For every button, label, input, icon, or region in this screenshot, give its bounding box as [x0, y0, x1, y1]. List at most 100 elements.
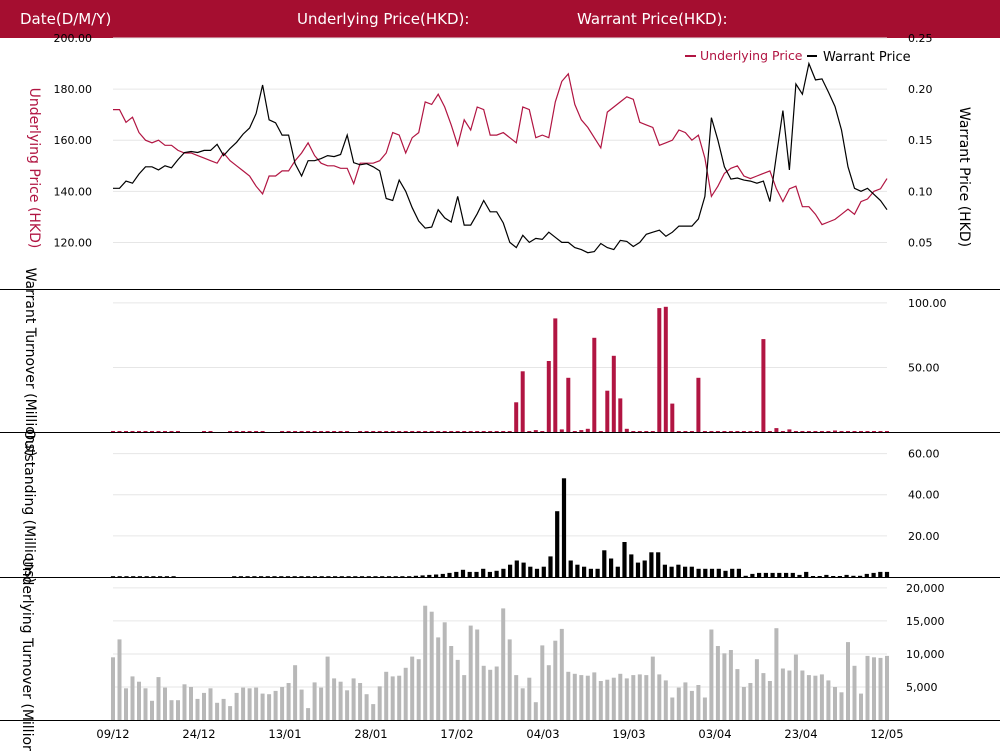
underlying-turnover-bar — [579, 675, 584, 720]
outstanding-bar — [528, 566, 533, 577]
outstanding-bar — [292, 576, 297, 577]
warrant-turnover-bar — [293, 431, 298, 432]
y-tick-right: 0.10 — [908, 185, 933, 198]
outstanding-bar — [171, 576, 176, 577]
underlying-turnover-bar — [501, 608, 506, 720]
warrant-turnover-bar — [559, 429, 564, 432]
warrant-turnover-bar — [150, 431, 154, 432]
y-tick-left: 120.00 — [54, 236, 93, 249]
warrant-turnover-bar — [377, 431, 382, 432]
underlying-turnover-bar — [885, 655, 889, 720]
outstanding-bar — [508, 564, 513, 577]
underlying-turnover-bar — [234, 692, 239, 720]
underlying-turnover-bar — [455, 659, 460, 720]
underlying-turnover-bar — [663, 680, 668, 720]
outstanding-bar — [481, 568, 486, 577]
warrant-turnover-bar — [299, 431, 304, 432]
outstanding-bar — [272, 576, 277, 577]
underlying-turnover-bar — [286, 683, 291, 720]
outstanding-bar — [723, 570, 728, 577]
warrant-turnover-bar — [722, 431, 727, 432]
underlying-turnover-bar — [163, 687, 167, 720]
outstanding-bar — [333, 576, 338, 577]
warrant-turnover-bar — [163, 431, 167, 432]
outstanding-bar — [884, 571, 890, 577]
underlying-turnover-bar — [150, 700, 154, 720]
underlying-turnover-bar — [618, 673, 623, 720]
underlying-turnover-bar — [312, 682, 317, 720]
warrant-turnover-bar — [130, 431, 135, 432]
underlying-turnover-bar — [715, 646, 720, 720]
y-tick-left: 200.00 — [54, 32, 93, 45]
outstanding-bar — [548, 556, 553, 577]
warrant-turnover-bar — [481, 431, 486, 432]
underlying-turnover-bar — [189, 687, 193, 720]
warrant-turnover-bar — [137, 431, 141, 432]
underlying-turnover-bar — [176, 700, 180, 720]
warrant-turnover-bar — [208, 431, 213, 432]
warrant-turnover-bar — [833, 430, 837, 432]
outstanding-bar — [151, 576, 156, 577]
ylabel-outstanding: Outstanding (Millions) — [21, 429, 37, 583]
warrant-turnover-bar — [572, 431, 577, 432]
outstanding-bar — [521, 562, 526, 577]
underlying-turnover-bar — [280, 687, 285, 720]
warrant-turnover-bar — [826, 431, 831, 432]
underlying-turnover-bar — [358, 683, 363, 720]
underlying-turnover-bar — [202, 692, 206, 720]
warrant-turnover-bar — [767, 431, 772, 432]
chart-marks — [110, 61, 890, 720]
outstanding-bar — [434, 574, 439, 577]
underlying-turnover-bar — [748, 683, 753, 720]
warrant-turnover-bar — [566, 377, 571, 432]
outstanding-bar — [568, 560, 573, 577]
underlying-turnover-bar — [156, 677, 161, 720]
warrant-price-line — [113, 61, 888, 254]
warrant-turnover-bar — [637, 431, 642, 432]
warrant-turnover-bar — [728, 431, 733, 432]
outstanding-bar — [326, 576, 331, 577]
outstanding-bar — [743, 575, 748, 577]
outstanding-bar — [252, 576, 257, 577]
outstanding-bar — [131, 576, 136, 577]
warrant-turnover-bar — [345, 431, 350, 432]
outstanding-bar — [238, 576, 243, 577]
underlying-turnover-bar — [423, 605, 428, 720]
outstanding-bar — [440, 573, 445, 577]
warrant-turnover-bar — [709, 431, 714, 432]
outstanding-bar — [393, 576, 398, 577]
outstanding-bar — [534, 568, 540, 577]
outstanding-bar — [797, 574, 802, 577]
warrant-turnover-bar — [488, 431, 493, 432]
underlying-turnover-bar — [338, 681, 343, 720]
underlying-turnover-bar — [774, 628, 779, 720]
warrant-turnover-bar — [325, 431, 330, 432]
underlying-turnover-bar — [397, 675, 402, 720]
x-tick-label: 17/02 — [440, 727, 473, 741]
underlying-turnover-bar — [637, 674, 642, 720]
underlying-turnover-bar — [215, 702, 220, 720]
outstanding-bar — [676, 564, 681, 577]
outstanding-bar — [669, 566, 674, 577]
outstanding-bar — [245, 576, 250, 577]
underlying-turnover-bar — [111, 657, 115, 720]
warrant-turnover-bar — [748, 431, 753, 432]
x-tick-label: 12/05 — [870, 727, 903, 741]
underlying-turnover-bar — [390, 676, 395, 720]
underlying-turnover-bar — [819, 674, 824, 720]
warrant-turnover-bar — [429, 431, 434, 432]
underlying-turnover-bar — [592, 672, 597, 720]
outstanding-bar — [144, 576, 149, 577]
underlying-turnover-bar — [605, 679, 610, 720]
outstanding-bar — [487, 571, 492, 577]
warrant-turnover-bar — [787, 429, 792, 432]
underlying-turnover-bar — [650, 656, 655, 720]
outstanding-bar — [864, 573, 869, 577]
underlying-turnover-bar — [793, 654, 798, 720]
underlying-turnover-bar — [377, 686, 382, 720]
warrant-turnover-bar — [579, 430, 584, 432]
warrant-turnover-bar — [403, 431, 408, 432]
warrant-turnover-bar — [507, 431, 512, 432]
warrant-turnover-bar — [176, 431, 180, 432]
outstanding-bar — [689, 566, 694, 577]
